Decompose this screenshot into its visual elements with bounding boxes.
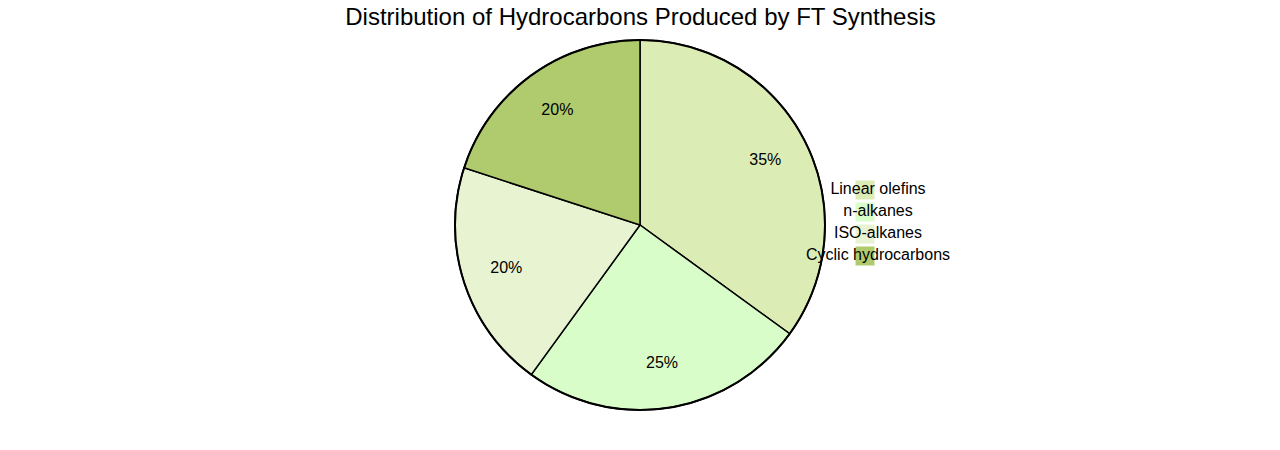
svg-text:Linear olefins: Linear olefins: [830, 180, 925, 197]
svg-text:Distribution of Hydrocarbons P: Distribution of Hydrocarbons Produced by…: [345, 3, 936, 30]
svg-text:20%: 20%: [490, 259, 522, 276]
svg-text:Cyclic hydrocarbons: Cyclic hydrocarbons: [806, 246, 950, 263]
svg-text:n-alkanes: n-alkanes: [843, 202, 912, 219]
svg-text:35%: 35%: [749, 151, 781, 168]
svg-text:20%: 20%: [541, 101, 573, 118]
svg-text:ISO-alkanes: ISO-alkanes: [834, 224, 922, 241]
svg-text:25%: 25%: [646, 354, 678, 371]
